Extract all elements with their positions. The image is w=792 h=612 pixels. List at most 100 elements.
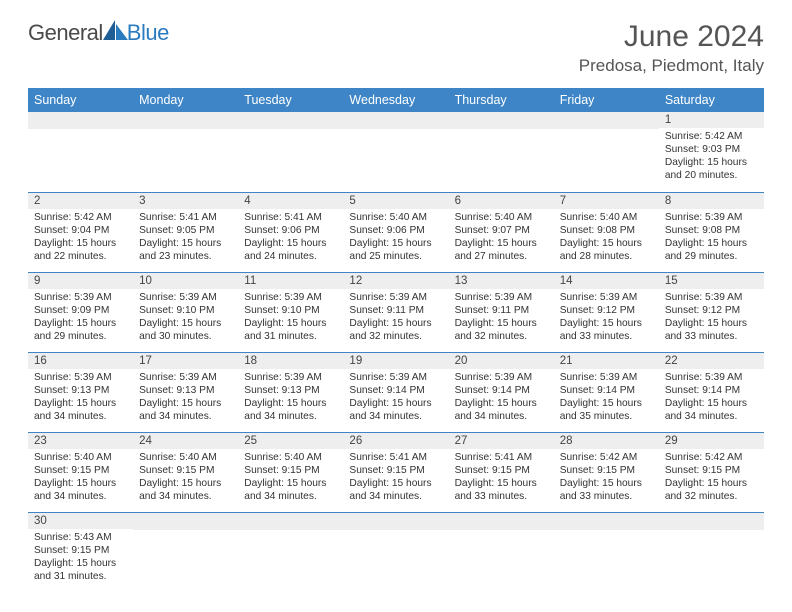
sunrise-text: Sunrise: 5:39 AM: [34, 291, 127, 304]
sunset-text: Sunset: 9:12 PM: [665, 304, 758, 317]
sunset-text: Sunset: 9:14 PM: [349, 384, 442, 397]
calendar-body: 1Sunrise: 5:42 AMSunset: 9:03 PMDaylight…: [28, 112, 764, 592]
calendar-cell: 14Sunrise: 5:39 AMSunset: 9:12 PMDayligh…: [554, 272, 659, 352]
sunrise-text: Sunrise: 5:39 AM: [244, 291, 337, 304]
calendar-cell: 27Sunrise: 5:41 AMSunset: 9:15 PMDayligh…: [449, 432, 554, 512]
sunset-text: Sunset: 9:10 PM: [139, 304, 232, 317]
calendar-cell: 18Sunrise: 5:39 AMSunset: 9:13 PMDayligh…: [238, 352, 343, 432]
daylight-text: Daylight: 15 hours and 34 minutes.: [244, 477, 337, 503]
weekday-header: Thursday: [449, 88, 554, 112]
day-number: 24: [133, 433, 238, 449]
day-number: 10: [133, 273, 238, 289]
cell-body: Sunrise: 5:39 AMSunset: 9:09 PMDaylight:…: [28, 289, 133, 347]
cell-body: Sunrise: 5:40 AMSunset: 9:08 PMDaylight:…: [554, 209, 659, 267]
calendar-cell: 26Sunrise: 5:41 AMSunset: 9:15 PMDayligh…: [343, 432, 448, 512]
calendar-cell: 5Sunrise: 5:40 AMSunset: 9:06 PMDaylight…: [343, 192, 448, 272]
day-number: 30: [28, 513, 133, 529]
day-number: 27: [449, 433, 554, 449]
calendar-cell: 9Sunrise: 5:39 AMSunset: 9:09 PMDaylight…: [28, 272, 133, 352]
sunrise-text: Sunrise: 5:39 AM: [665, 291, 758, 304]
sunrise-text: Sunrise: 5:39 AM: [455, 291, 548, 304]
cell-body: Sunrise: 5:39 AMSunset: 9:14 PMDaylight:…: [659, 369, 764, 427]
day-number: 25: [238, 433, 343, 449]
daylight-text: Daylight: 15 hours and 25 minutes.: [349, 237, 442, 263]
sunrise-text: Sunrise: 5:40 AM: [139, 451, 232, 464]
brand-name-2: Blue: [127, 20, 169, 46]
day-number: 8: [659, 193, 764, 209]
sunset-text: Sunset: 9:15 PM: [34, 544, 127, 557]
day-number: [343, 513, 448, 530]
calendar-cell: 28Sunrise: 5:42 AMSunset: 9:15 PMDayligh…: [554, 432, 659, 512]
cell-body: Sunrise: 5:41 AMSunset: 9:15 PMDaylight:…: [343, 449, 448, 507]
day-number: 3: [133, 193, 238, 209]
cell-body: Sunrise: 5:42 AMSunset: 9:15 PMDaylight:…: [554, 449, 659, 507]
cell-body: Sunrise: 5:41 AMSunset: 9:15 PMDaylight:…: [449, 449, 554, 507]
sunrise-text: Sunrise: 5:39 AM: [665, 211, 758, 224]
cell-body: [449, 530, 554, 580]
cell-body: Sunrise: 5:39 AMSunset: 9:11 PMDaylight:…: [449, 289, 554, 347]
cell-body: Sunrise: 5:42 AMSunset: 9:03 PMDaylight:…: [659, 128, 764, 186]
cell-body: Sunrise: 5:39 AMSunset: 9:13 PMDaylight:…: [133, 369, 238, 427]
cell-body: [449, 129, 554, 179]
calendar-cell: [554, 512, 659, 592]
sunset-text: Sunset: 9:12 PM: [560, 304, 653, 317]
sunrise-text: Sunrise: 5:41 AM: [139, 211, 232, 224]
daylight-text: Daylight: 15 hours and 23 minutes.: [139, 237, 232, 263]
day-number: [238, 513, 343, 530]
sunrise-text: Sunrise: 5:41 AM: [244, 211, 337, 224]
daylight-text: Daylight: 15 hours and 28 minutes.: [560, 237, 653, 263]
daylight-text: Daylight: 15 hours and 34 minutes.: [455, 397, 548, 423]
calendar-cell: 3Sunrise: 5:41 AMSunset: 9:05 PMDaylight…: [133, 192, 238, 272]
sunset-text: Sunset: 9:13 PM: [34, 384, 127, 397]
sunset-text: Sunset: 9:08 PM: [665, 224, 758, 237]
sunrise-text: Sunrise: 5:39 AM: [665, 371, 758, 384]
cell-body: Sunrise: 5:41 AMSunset: 9:06 PMDaylight:…: [238, 209, 343, 267]
sunrise-text: Sunrise: 5:39 AM: [560, 291, 653, 304]
day-number: 18: [238, 353, 343, 369]
sunrise-text: Sunrise: 5:43 AM: [34, 531, 127, 544]
cell-body: [343, 129, 448, 179]
sunset-text: Sunset: 9:15 PM: [349, 464, 442, 477]
sunrise-text: Sunrise: 5:39 AM: [139, 291, 232, 304]
sunset-text: Sunset: 9:07 PM: [455, 224, 548, 237]
sunrise-text: Sunrise: 5:42 AM: [665, 130, 758, 143]
sail-icon: [103, 20, 129, 40]
brand-logo: General Blue: [28, 20, 169, 46]
daylight-text: Daylight: 15 hours and 24 minutes.: [244, 237, 337, 263]
sunset-text: Sunset: 9:15 PM: [455, 464, 548, 477]
day-number: [133, 513, 238, 530]
calendar-cell: 8 Sunrise: 5:39 AMSunset: 9:08 PMDaylight…: [659, 192, 764, 272]
daylight-text: Daylight: 15 hours and 34 minutes.: [665, 397, 758, 423]
title-block: June 2024 Predosa, Piedmont, Italy: [579, 20, 764, 76]
day-number: 2: [28, 193, 133, 209]
daylight-text: Daylight: 15 hours and 31 minutes.: [34, 557, 127, 583]
calendar-cell: 22Sunrise: 5:39 AMSunset: 9:14 PMDayligh…: [659, 352, 764, 432]
daylight-text: Daylight: 15 hours and 31 minutes.: [244, 317, 337, 343]
cell-body: [554, 530, 659, 580]
calendar-cell: 16Sunrise: 5:39 AMSunset: 9:13 PMDayligh…: [28, 352, 133, 432]
calendar-cell: 13Sunrise: 5:39 AMSunset: 9:11 PMDayligh…: [449, 272, 554, 352]
daylight-text: Daylight: 15 hours and 33 minutes.: [665, 317, 758, 343]
calendar-cell: [343, 112, 448, 192]
day-number: 7: [554, 193, 659, 209]
calendar-cell: [133, 112, 238, 192]
day-number: 14: [554, 273, 659, 289]
daylight-text: Daylight: 15 hours and 34 minutes.: [139, 477, 232, 503]
daylight-text: Daylight: 15 hours and 22 minutes.: [34, 237, 127, 263]
sunset-text: Sunset: 9:03 PM: [665, 143, 758, 156]
sunset-text: Sunset: 9:08 PM: [560, 224, 653, 237]
day-number: 19: [343, 353, 448, 369]
day-number: 16: [28, 353, 133, 369]
calendar-cell: 29Sunrise: 5:42 AMSunset: 9:15 PMDayligh…: [659, 432, 764, 512]
calendar-cell: 30 Sunrise: 5:43 AMSunset: 9:15 PMDayligh…: [28, 512, 133, 592]
calendar-cell: 2Sunrise: 5:42 AMSunset: 9:04 PMDaylight…: [28, 192, 133, 272]
calendar-cell: 25Sunrise: 5:40 AMSunset: 9:15 PMDayligh…: [238, 432, 343, 512]
calendar-cell: 15Sunrise: 5:39 AMSunset: 9:12 PMDayligh…: [659, 272, 764, 352]
daylight-text: Daylight: 15 hours and 29 minutes.: [665, 237, 758, 263]
sunrise-text: Sunrise: 5:40 AM: [349, 211, 442, 224]
day-number: 4: [238, 193, 343, 209]
daylight-text: Daylight: 15 hours and 32 minutes.: [665, 477, 758, 503]
day-number: 17: [133, 353, 238, 369]
cell-body: Sunrise: 5:40 AMSunset: 9:06 PMDaylight:…: [343, 209, 448, 267]
day-number: 20: [449, 353, 554, 369]
